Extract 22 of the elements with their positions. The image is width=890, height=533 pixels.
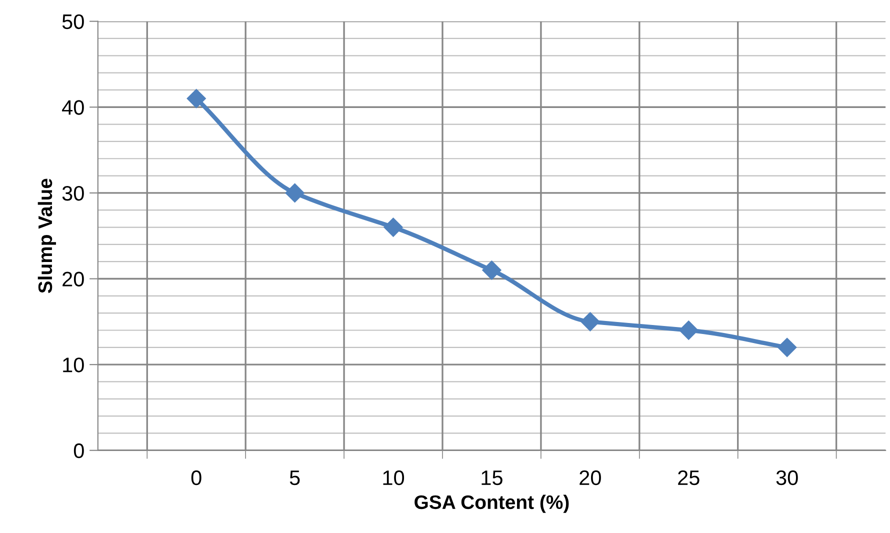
x-tick-label: 25 [678, 470, 700, 486]
x-axis-title: GSA Content (%) [414, 494, 569, 513]
point [679, 320, 698, 340]
x-tick-label: 5 [290, 470, 300, 486]
point [186, 89, 206, 108]
y-tick-label: 50 [62, 14, 84, 30]
x-tick-label: 10 [383, 470, 404, 486]
x-tick-label: 15 [482, 470, 502, 486]
y-tick-label: 20 [62, 272, 84, 287]
y-tick-label: 0 [74, 443, 84, 458]
point [778, 338, 797, 357]
point [482, 260, 502, 280]
point [580, 312, 600, 332]
y-tick-label: 40 [62, 100, 84, 115]
x-tick-label: 0 [191, 470, 202, 486]
point [285, 183, 304, 202]
y-tick-label: 30 [62, 186, 84, 201]
x-tick-label: 20 [580, 470, 601, 486]
y-axis-title: Slump Value [38, 178, 56, 294]
point [384, 218, 403, 237]
y-tick-label: 10 [63, 358, 84, 372]
x-tick-label: 30 [776, 470, 798, 486]
